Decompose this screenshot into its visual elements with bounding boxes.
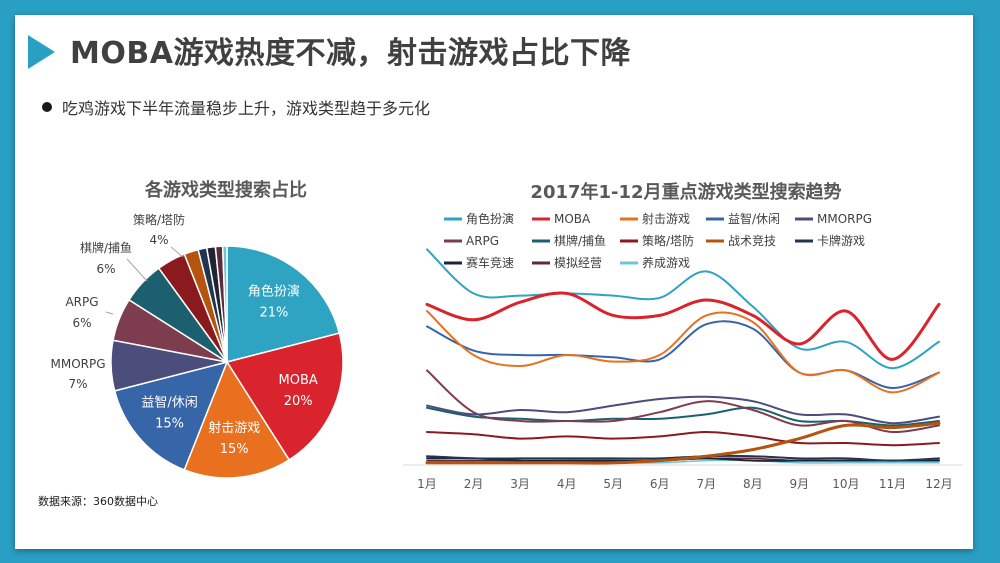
bullet-icon	[42, 102, 52, 112]
pie-slice-value: 6%	[72, 316, 91, 330]
pie-slice-value: 4%	[149, 233, 168, 247]
pie-slice	[221, 245, 228, 363]
pie-slice-label: ARPG	[65, 295, 98, 309]
x-tick-label: 10月	[832, 477, 859, 491]
legend-label: 养成游戏	[642, 255, 690, 270]
x-tick-label: 11月	[879, 477, 906, 491]
legend-label: 模拟经营	[554, 256, 602, 270]
pie-slice-label: 棋牌/捕鱼	[80, 240, 132, 255]
legend-label: 角色扮演	[466, 211, 514, 226]
pie-slice-value: 21%	[259, 306, 288, 321]
x-tick-label: 12月	[925, 477, 952, 491]
pie-leader-line	[126, 258, 148, 282]
legend-label: 策略/塔防	[642, 233, 694, 248]
legend-label: ARPG	[466, 234, 499, 248]
series-line	[426, 395, 940, 425]
pie-slice	[226, 245, 341, 363]
title-marker-icon	[28, 35, 55, 69]
series-line	[426, 430, 940, 447]
x-tick-label: 2月	[464, 477, 484, 491]
pie-slice-value: 20%	[284, 394, 313, 409]
x-tick-label: 8月	[743, 477, 763, 491]
x-tick-label: 7月	[696, 477, 716, 491]
line-title: 2017年1-12月重点游戏类型搜索趋势	[530, 181, 841, 203]
pie-slice-label: 策略/塔防	[133, 212, 185, 227]
pie-slice-value: 7%	[68, 377, 87, 391]
x-tick-label: 1月	[417, 477, 437, 491]
pie-slice-label: MMORPG	[50, 357, 105, 371]
legend-label: MMORPG	[817, 212, 872, 226]
pie-slice	[113, 360, 229, 471]
x-tick-label: 4月	[557, 477, 577, 491]
bullet-text: 吃鸡游戏下半年流量稳步上升，游戏类型趋于多元化	[62, 99, 431, 118]
pie-slice-value: 15%	[220, 442, 249, 457]
series-line	[426, 369, 940, 434]
legend-label: 棋牌/捕鱼	[554, 233, 606, 248]
legend-label: 卡牌游戏	[817, 234, 865, 248]
legend-label: 赛车竞速	[466, 255, 514, 270]
pie-slice-label: MOBA	[279, 373, 318, 388]
pie-slice	[183, 360, 291, 479]
page-title: MOBA游戏热度不减，射击游戏占比下降	[70, 36, 631, 71]
legend-label: 益智/休闲	[728, 211, 780, 226]
pie-slice-label: 角色扮演	[248, 284, 300, 300]
series-line	[426, 310, 940, 394]
data-source: 数据来源：360数据中心	[38, 495, 158, 508]
x-tick-label: 3月	[510, 477, 530, 491]
pie-title: 各游戏类型搜索占比	[144, 179, 307, 201]
x-tick-label: 6月	[650, 477, 670, 491]
legend-label: 射击游戏	[642, 211, 690, 226]
pie-leader-line	[170, 246, 184, 258]
pie-slice-value: 6%	[96, 262, 115, 276]
pie-leader-line	[105, 311, 114, 315]
legend-label: MOBA	[554, 212, 591, 226]
pie-slice	[225, 332, 344, 461]
legend-label: 战术竞技	[728, 234, 776, 248]
pie-slice-label: 益智/休闲	[141, 396, 197, 411]
x-tick-label: 5月	[603, 477, 623, 491]
pie-slice-value: 15%	[155, 417, 184, 432]
series-line	[425, 291, 941, 361]
x-tick-label: 9月	[790, 477, 810, 491]
pie-slice-label: 射击游戏	[208, 420, 260, 436]
series-line	[426, 248, 940, 370]
series-line	[425, 421, 941, 465]
